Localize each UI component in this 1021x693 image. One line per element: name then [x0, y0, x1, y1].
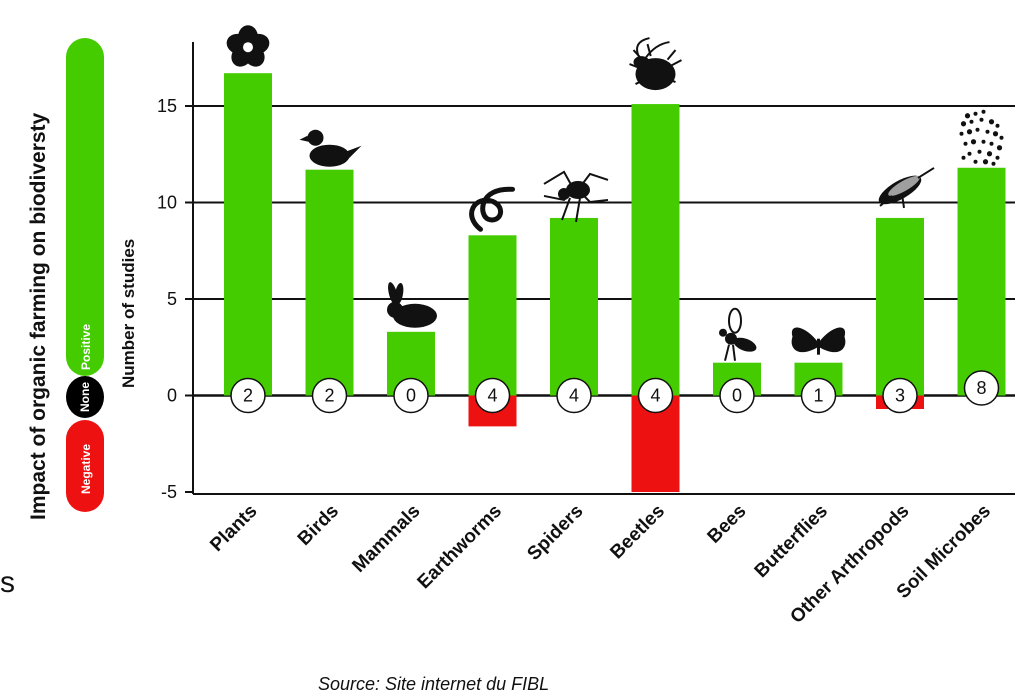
- category-label: Butterflies: [751, 501, 832, 582]
- bar-positive: [631, 104, 680, 396]
- count-bubble: [882, 377, 918, 414]
- source-caption: Source: Site internet du FIBL: [318, 674, 549, 693]
- icons: [226, 25, 1004, 361]
- bars: [224, 73, 1006, 492]
- legend: Positive None Negative: [66, 38, 104, 512]
- category-label: Plants: [206, 501, 261, 556]
- count-bubbles: 2 2 0 4 4 4 0 1 3 8: [230, 370, 1000, 414]
- count-bubble: [963, 370, 1000, 406]
- count-bubble: [393, 377, 429, 414]
- y-ticks: -5 0 5 10 15: [157, 96, 193, 502]
- legend-negative-label: Negative: [79, 444, 93, 494]
- category-label: Earthworms: [414, 501, 506, 593]
- count-label: 8: [976, 378, 986, 398]
- count-label: 4: [650, 386, 660, 406]
- y-tick-label: 10: [157, 193, 177, 213]
- beetle-icon: [629, 37, 682, 91]
- category-label: Mammals: [348, 501, 424, 577]
- y-tick-label: 0: [167, 386, 177, 406]
- duck-icon: [299, 129, 362, 167]
- count-label: 3: [895, 386, 905, 406]
- count-bubble: [556, 377, 592, 414]
- legend-negative-bar: [66, 420, 104, 512]
- bar-positive: [224, 73, 272, 396]
- bar-positive: [468, 235, 517, 396]
- count-label: 2: [243, 386, 253, 406]
- count-label: 4: [569, 386, 579, 406]
- count-bubble: [637, 377, 674, 414]
- rabbit-icon: [387, 282, 437, 328]
- count-bubble: [230, 377, 266, 414]
- count-label: 4: [487, 386, 497, 406]
- legend-none-label: None: [78, 382, 92, 412]
- arthropod-icon: [878, 167, 935, 209]
- category-label: Birds: [294, 501, 343, 550]
- count-label: 0: [406, 386, 416, 406]
- count-bubble: [311, 377, 348, 414]
- bar-positive: [550, 217, 598, 396]
- count-label: 2: [324, 386, 334, 406]
- stray-text: s: [0, 566, 15, 599]
- y-tick-label: 15: [157, 96, 177, 116]
- category-label: Bees: [704, 501, 751, 548]
- legend-title: Impact of organic farming on biodiversty: [27, 112, 50, 520]
- count-bubble: [800, 377, 837, 414]
- category-label: Beetles: [606, 501, 669, 564]
- spider-icon: [543, 170, 609, 223]
- legend-positive-bar: [66, 38, 104, 376]
- worm-icon: [469, 186, 515, 232]
- legend-positive-label: Positive: [79, 324, 93, 370]
- count-label: 1: [813, 386, 823, 406]
- category-label: Spiders: [523, 501, 587, 565]
- bar-positive: [305, 169, 354, 396]
- y-tick-label: -5: [161, 482, 177, 502]
- count-label: 0: [732, 386, 742, 406]
- count-bubble: [719, 377, 755, 414]
- flower-icon: [226, 25, 270, 67]
- microbes-icon: [959, 109, 1004, 166]
- count-bubble: [474, 377, 511, 414]
- bar-positive: [957, 167, 1006, 396]
- legend-none-dot: [66, 376, 104, 418]
- butterfly-icon: [791, 327, 846, 355]
- axes: [192, 42, 1015, 495]
- bar-positive: [876, 217, 924, 396]
- bee-icon: [719, 307, 757, 361]
- y-tick-label: 5: [167, 289, 177, 309]
- y-axis-label: Number of studies: [119, 239, 138, 388]
